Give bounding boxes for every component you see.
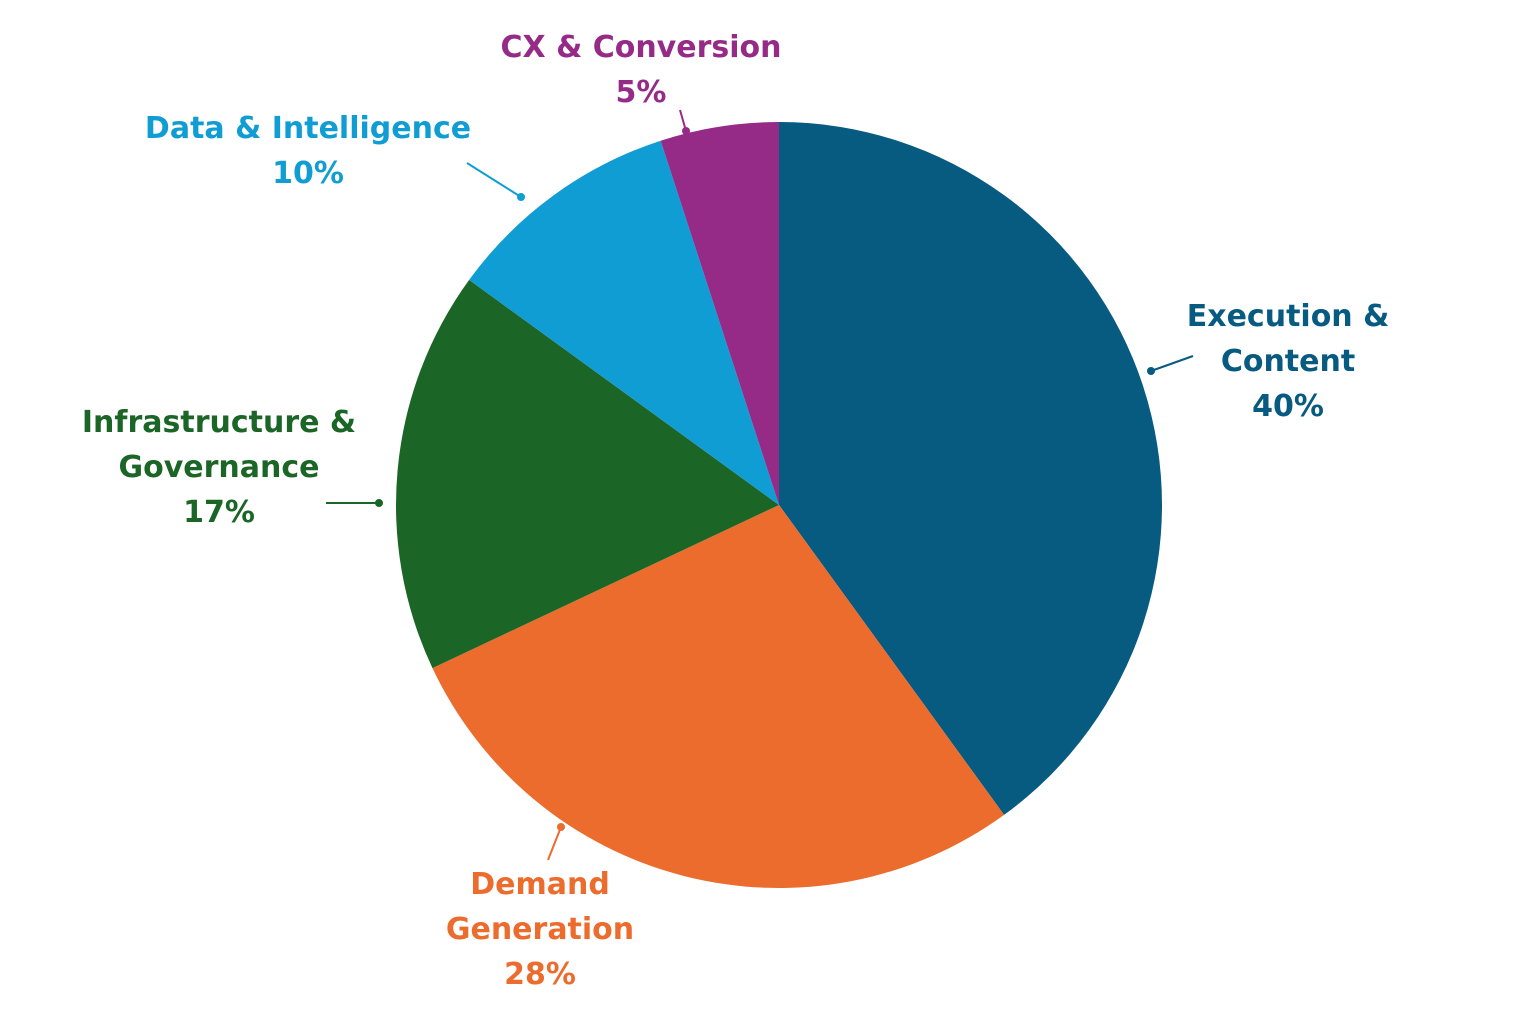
label-percent: 28%	[504, 957, 576, 992]
leader-line	[547, 826, 562, 861]
leader-dot	[557, 823, 565, 831]
label-line: Execution &	[1186, 299, 1390, 334]
label-line: Demand	[470, 867, 610, 902]
leader-dot	[517, 193, 525, 201]
label-percent: 5%	[615, 75, 667, 110]
pie-slice-demand-generation	[432, 505, 1005, 888]
label-cx-conversion: CX & Conversion 5%	[501, 25, 782, 115]
pie-slice-cx-conversion	[660, 122, 779, 505]
label-line: Governance	[118, 450, 320, 485]
label-line: Content	[1220, 344, 1356, 379]
leader-dot	[1147, 367, 1155, 375]
label-execution-content: Execution & Content 40%	[1187, 294, 1390, 429]
label-demand-generation: Demand Generation 28%	[446, 862, 634, 997]
pie-slice-infrastructure-governance	[396, 279, 779, 669]
label-data-intelligence: Data & Intelligence 10%	[145, 106, 471, 196]
leader-dot	[375, 499, 383, 507]
pie-slice-data-intelligence	[469, 140, 779, 505]
label-percent: 10%	[272, 156, 344, 191]
pie-slice-execution-content	[779, 122, 1162, 815]
label-line: Generation	[445, 912, 635, 947]
label-line: CX & Conversion	[500, 30, 782, 65]
label-percent: 17%	[183, 495, 255, 530]
label-infrastructure-governance: Infrastructure & Governance 17%	[82, 400, 356, 535]
leader-line	[1150, 355, 1194, 372]
label-line: Data & Intelligence	[144, 111, 472, 146]
leader-dot	[682, 127, 690, 135]
leader-line	[466, 162, 522, 198]
label-line: Infrastructure &	[81, 405, 357, 440]
label-percent: 40%	[1252, 389, 1324, 424]
